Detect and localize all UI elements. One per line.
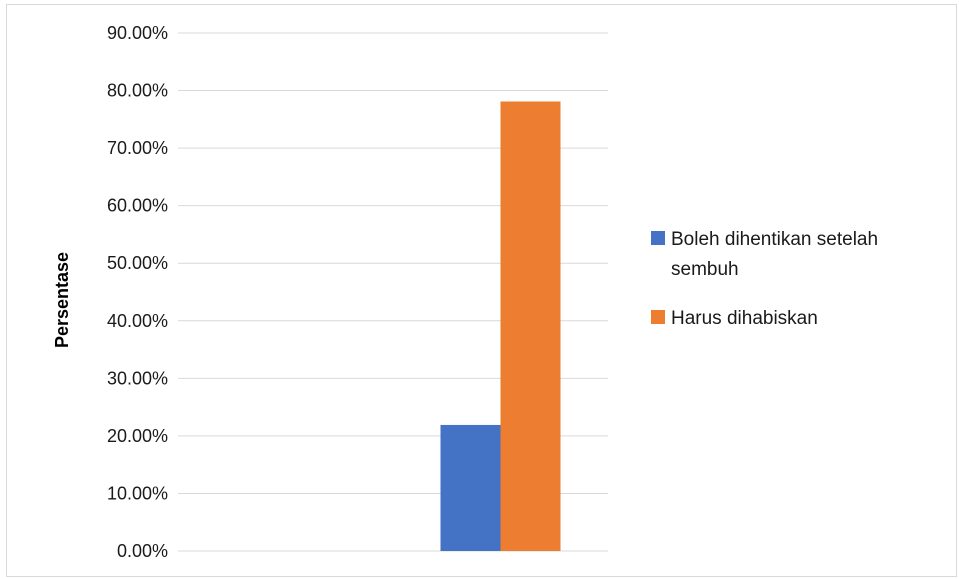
legend-label: sembuh xyxy=(671,259,739,280)
bars xyxy=(440,101,561,551)
y-axis-title: Persentase xyxy=(52,252,72,348)
legend: Boleh dihentikan setelah sembuh Harus diha… xyxy=(651,229,878,329)
y-tick-label: 50.00% xyxy=(107,253,168,273)
y-tick-label: 90.00% xyxy=(107,23,168,43)
y-tick-label: 20.00% xyxy=(107,426,168,446)
legend-label: Harus dihabiskan xyxy=(671,308,818,329)
legend-label: Boleh dihentikan setelah xyxy=(671,229,878,250)
y-tick-label: 30.00% xyxy=(107,368,168,388)
y-tick-label: 80.00% xyxy=(107,81,168,101)
y-tick-label: 10.00% xyxy=(107,483,168,503)
bar-harus-dihabiskan xyxy=(500,101,561,551)
legend-swatch xyxy=(651,231,665,245)
legend-swatch xyxy=(651,310,665,324)
y-tick-label: 0.00% xyxy=(117,541,168,561)
y-tick-label: 40.00% xyxy=(107,311,168,331)
bar-boleh-dihentikan xyxy=(440,424,501,551)
y-tick-label: 70.00% xyxy=(107,138,168,158)
y-axis-tick-labels: 0.00% 10.00% 20.00% 30.00% 40.00% 50.00% 60.00… xyxy=(107,23,168,561)
y-tick-label: 60.00% xyxy=(107,196,168,216)
